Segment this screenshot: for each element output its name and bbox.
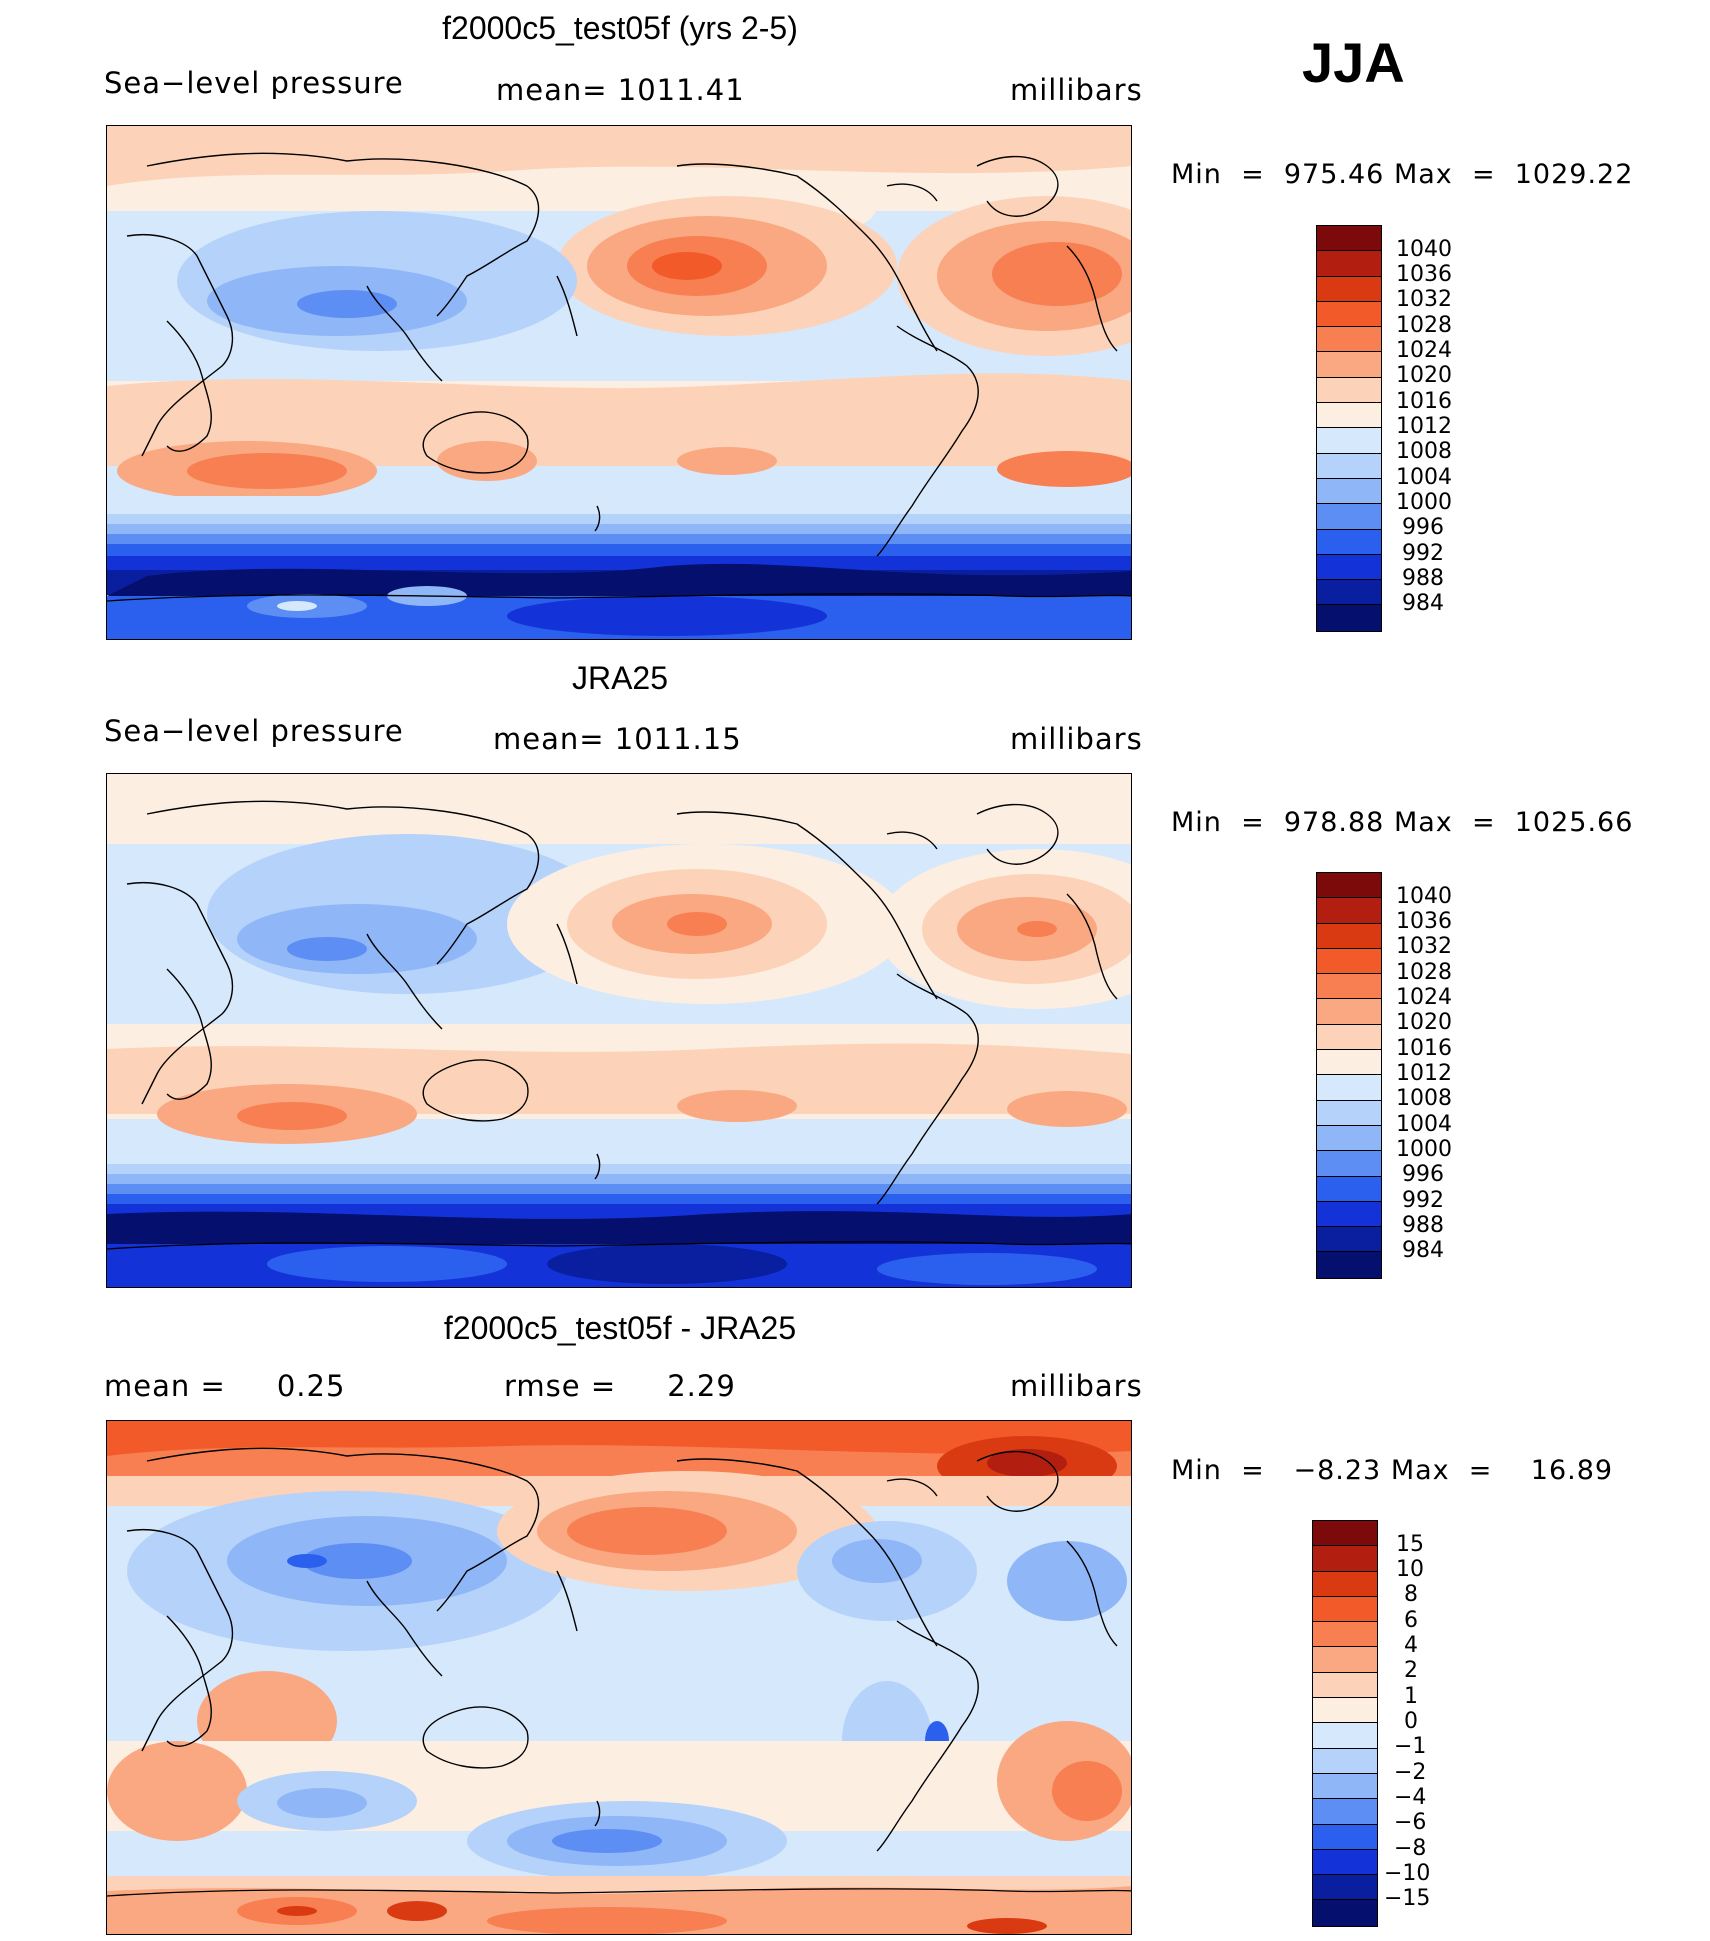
colorbar-swatches [1316,872,1382,1279]
panel-1-mean: mean= 1011.41 [496,73,745,107]
colorbar-label: 1004 [1396,1112,1452,1137]
slp-difference-contours [107,1421,1131,1934]
colorbar-label: 6 [1404,1608,1418,1633]
colorbar-label: 1020 [1396,1010,1452,1035]
colorbar-label: −6 [1394,1810,1427,1835]
colorbar-label: 1032 [1396,934,1452,959]
colorbar-label: 984 [1402,591,1444,616]
panel-1-title: f2000c5_test05f (yrs 2-5) [442,10,798,46]
colorbar-label: 1004 [1396,465,1452,490]
colorbar-label: 1 [1404,1684,1418,1709]
min-label: Min [1171,1455,1222,1486]
colorbar-label: 1040 [1396,884,1452,909]
min-value: 975.46 [1283,159,1385,190]
colorbar-label: 996 [1402,1162,1444,1187]
panel-3-title: f2000c5_test05f - JRA25 [443,1310,797,1346]
colorbar-label: 1032 [1396,287,1452,312]
colorbar-label: 1008 [1396,1086,1452,1111]
panel-1-minmax: Min = 975.46 Max = 1029.22 [1171,159,1634,190]
max-label: Max [1390,1455,1450,1486]
colorbar-label: 10 [1396,1557,1424,1582]
colorbar-label: 1028 [1396,960,1452,985]
colorbar-label: 2 [1404,1658,1418,1683]
colorbar-swatches [1316,225,1382,632]
colorbar-label: −8 [1394,1836,1427,1861]
colorbar-label: 4 [1404,1633,1418,1658]
panel-2-colorbar: 1040 1036 1032 1028 1024 1020 1016 1012 … [1316,872,1516,1282]
panel-2-minmax: Min = 978.88 Max = 1025.66 [1171,807,1634,838]
colorbar-label: 1028 [1396,313,1452,338]
panel-2-mean: mean= 1011.15 [493,722,742,756]
colorbar-label: 1008 [1396,439,1452,464]
max-value: 16.89 [1530,1455,1614,1486]
panel-3-mean: mean = 0.25 [104,1369,346,1403]
colorbar-label: 988 [1402,566,1444,591]
min-label: Min [1171,159,1222,190]
colorbar-label: 984 [1402,1238,1444,1263]
colorbar-label: 1000 [1396,1137,1452,1162]
panel-2-units: millibars [1010,722,1143,756]
panel-2-map [106,773,1132,1288]
colorbar-label: −1 [1394,1734,1427,1759]
panel-3-minmax: Min = −8.23 Max = 16.89 [1171,1455,1614,1486]
panel-2-variable: Sea−level pressure [104,714,404,748]
colorbar-label: −4 [1394,1785,1427,1810]
colorbar-label: 992 [1402,1188,1444,1213]
panel-2-title: JRA25 [571,660,669,696]
colorbar-label: 996 [1402,515,1444,540]
season-label: JJA [1302,31,1405,94]
colorbar-label: 1036 [1396,909,1452,934]
colorbar-label: −2 [1394,1760,1427,1785]
colorbar-label: 1020 [1396,363,1452,388]
panel-1-map [106,125,1132,640]
panel-1-colorbar: 1040 1036 1032 1028 1024 1020 1016 1012 … [1316,225,1516,635]
panel-1-units: millibars [1010,73,1143,107]
colorbar-label: 992 [1402,541,1444,566]
min-label: Min [1171,807,1222,838]
colorbar-label: 0 [1404,1709,1418,1734]
colorbar-label: 1012 [1396,414,1452,439]
colorbar-label: 988 [1402,1213,1444,1238]
min-value: 978.88 [1283,807,1385,838]
colorbar-label: 1016 [1396,389,1452,414]
panel-3-map [106,1420,1132,1935]
colorbar-label: 1024 [1396,985,1452,1010]
max-label: Max [1393,159,1453,190]
max-label: Max [1393,807,1453,838]
colorbar-label: 1012 [1396,1061,1452,1086]
panel-3-rmse: rmse = 2.29 [504,1369,736,1403]
panel-1-variable: Sea−level pressure [104,66,404,100]
colorbar-label: −10 [1384,1861,1431,1886]
colorbar-label: 1016 [1396,1036,1452,1061]
colorbar-label: 1036 [1396,262,1452,287]
colorbar-label: 8 [1404,1582,1418,1607]
min-value: −8.23 [1293,1455,1382,1486]
colorbar-swatches [1312,1520,1378,1927]
colorbar-label: 1024 [1396,338,1452,363]
slp-reanalysis-contours [107,774,1131,1287]
panel-3-colorbar: 15 10 8 6 4 2 1 0 −1 −2 −4 −6 −8 −10 −15 [1312,1520,1512,1930]
max-value: 1025.66 [1514,807,1634,838]
colorbar-label: 1000 [1396,490,1452,515]
panel-3-units: millibars [1010,1369,1143,1403]
max-value: 1029.22 [1514,159,1634,190]
colorbar-label: −15 [1384,1886,1431,1911]
slp-model-contours [107,126,1131,639]
colorbar-label: 1040 [1396,237,1452,262]
colorbar-label: 15 [1396,1532,1424,1557]
